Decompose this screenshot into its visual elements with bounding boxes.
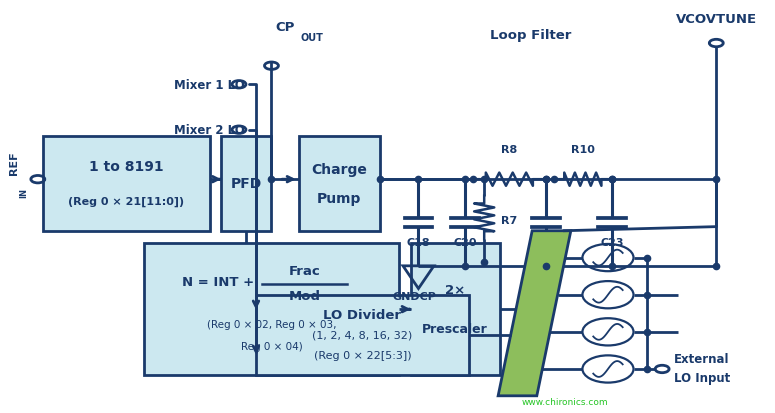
FancyBboxPatch shape: [411, 244, 500, 375]
Text: C18: C18: [407, 237, 430, 247]
Polygon shape: [498, 231, 571, 396]
Text: IN: IN: [19, 187, 29, 197]
Text: 1 to 8191: 1 to 8191: [89, 160, 164, 174]
Text: N = INT +: N = INT +: [182, 275, 254, 288]
Text: Frac: Frac: [289, 265, 321, 278]
Text: REF: REF: [9, 152, 19, 175]
FancyBboxPatch shape: [256, 295, 469, 375]
FancyBboxPatch shape: [221, 137, 271, 231]
Text: (1, 2, 4, 8, 16, 32): (1, 2, 4, 8, 16, 32): [312, 330, 412, 340]
Text: C20: C20: [453, 237, 477, 247]
FancyBboxPatch shape: [144, 244, 399, 375]
Text: Charge: Charge: [312, 163, 367, 177]
Text: VCOVTUNE: VCOVTUNE: [676, 13, 757, 26]
Text: Mod: Mod: [288, 290, 321, 303]
Text: Pump: Pump: [317, 191, 361, 205]
Text: GNDCP: GNDCP: [393, 291, 436, 301]
Text: Reg 0 × 04): Reg 0 × 04): [240, 341, 302, 351]
Text: (Reg 0 × 02, Reg 0 × 03,: (Reg 0 × 02, Reg 0 × 03,: [207, 319, 336, 329]
Text: R10: R10: [571, 145, 594, 155]
Text: OUT: OUT: [301, 33, 324, 43]
Text: (Reg 0 × 22[5:3]): (Reg 0 × 22[5:3]): [314, 350, 412, 360]
Text: Loop Filter: Loop Filter: [490, 29, 571, 42]
FancyBboxPatch shape: [298, 137, 380, 231]
Text: C22: C22: [534, 237, 558, 247]
Text: LO Input: LO Input: [673, 371, 730, 384]
Text: 2×: 2×: [445, 283, 465, 296]
Text: Mixer 1 LO: Mixer 1 LO: [174, 78, 244, 92]
Text: External: External: [673, 352, 729, 365]
Text: Mixer 2 LO: Mixer 2 LO: [174, 124, 244, 137]
Text: R7: R7: [501, 216, 518, 226]
Text: LO Divider: LO Divider: [323, 309, 401, 322]
Text: CP: CP: [275, 21, 294, 34]
FancyBboxPatch shape: [43, 137, 209, 231]
Text: Prescaler: Prescaler: [422, 323, 488, 336]
Text: R8: R8: [501, 145, 518, 155]
Text: (Reg 0 × 21[11:0]): (Reg 0 × 21[11:0]): [68, 196, 184, 206]
Text: www.chironics.com: www.chironics.com: [522, 398, 608, 406]
Text: PFD: PFD: [231, 177, 262, 191]
Text: C23: C23: [600, 237, 624, 247]
